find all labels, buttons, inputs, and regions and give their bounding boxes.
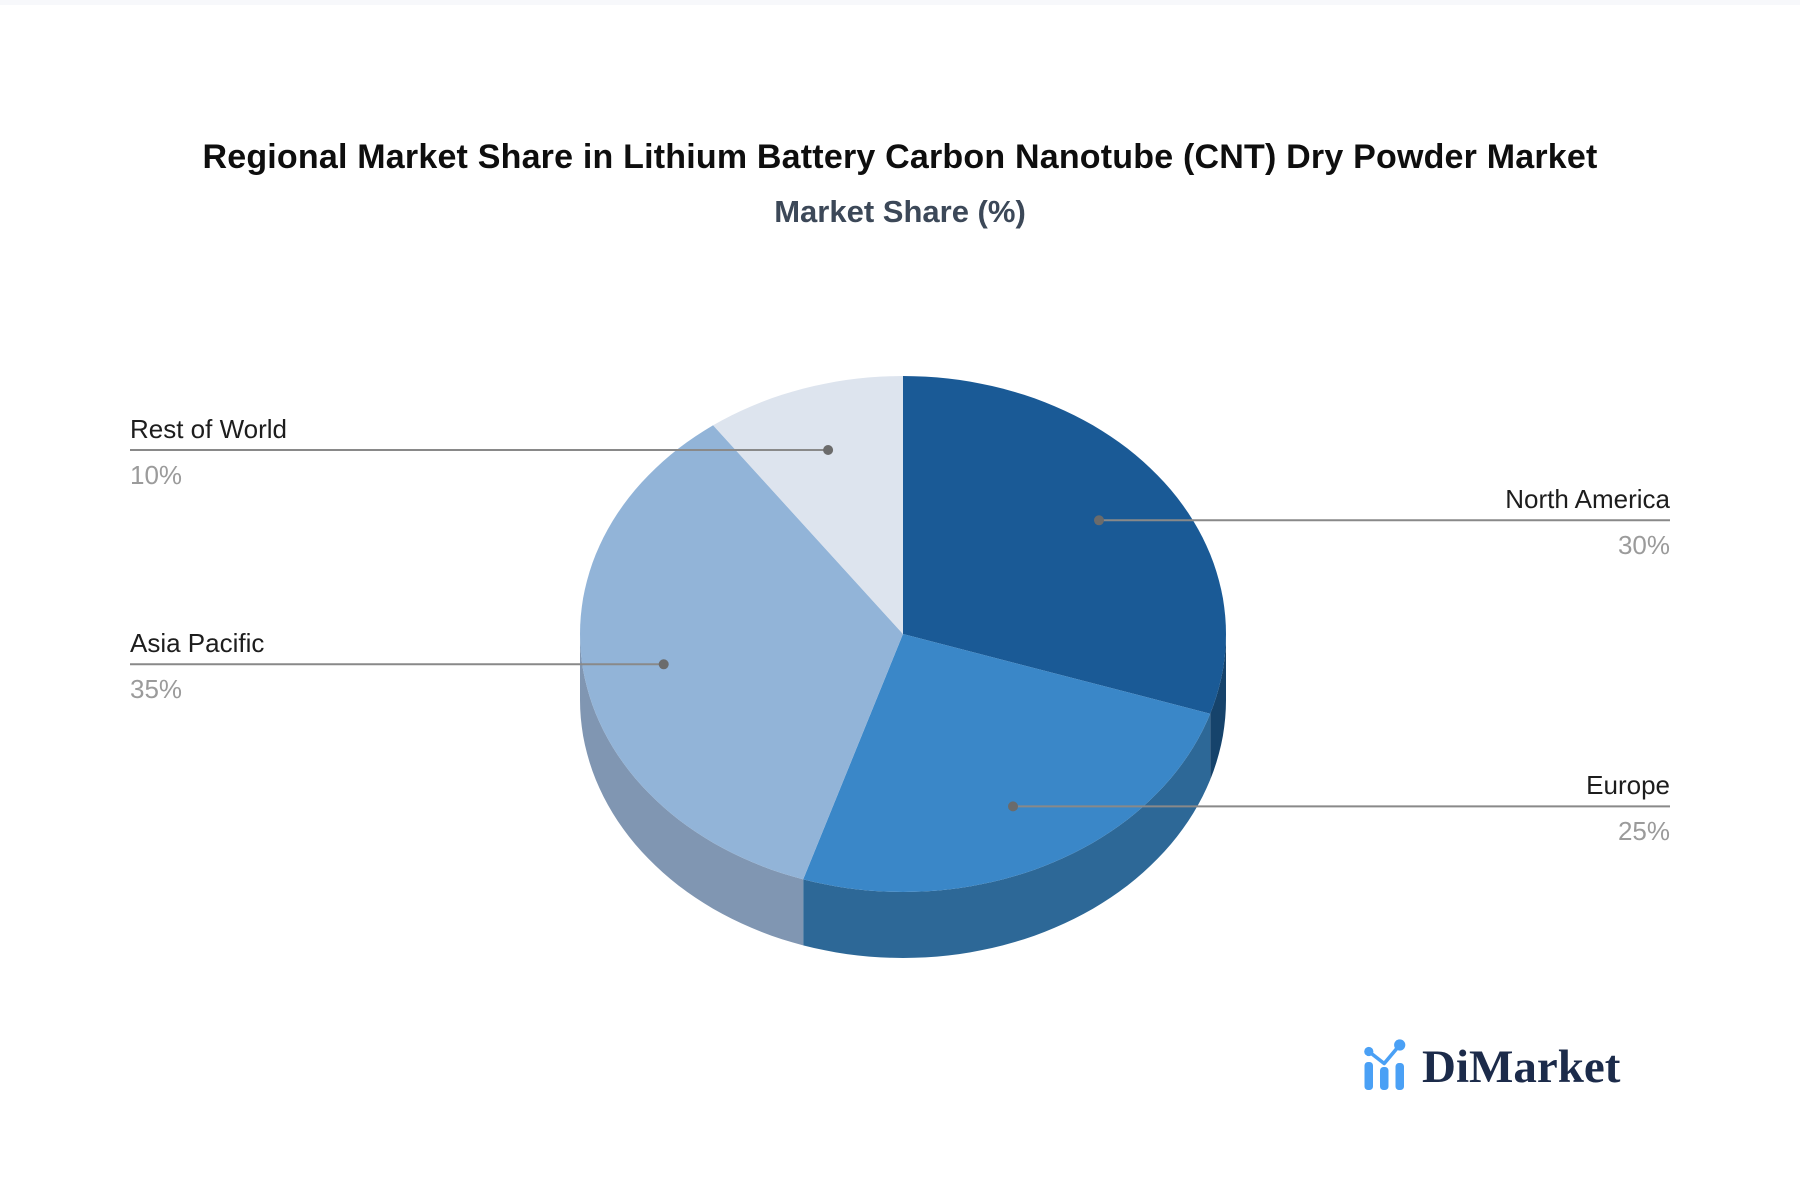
pie-slice-side-asia-pacific — [580, 634, 804, 946]
pie-slice-asia-pacific — [580, 425, 903, 880]
chart-subtitle: Market Share (%) — [774, 194, 1026, 229]
slice-label-rest-of-world: Rest of World 10% — [130, 412, 690, 492]
leader-dot-asia-pacific — [658, 659, 669, 670]
pie-slice-europe — [803, 634, 1211, 892]
chart-title: Regional Market Share in Lithium Battery… — [202, 138, 1598, 176]
bar-line-chart-icon — [1364, 1039, 1406, 1090]
slice-value-rest-of-world: 10% — [130, 460, 183, 490]
leader-dot-europe — [1008, 801, 1018, 812]
logo-text: DiMarket — [1422, 1041, 1621, 1093]
slice-label-north-america: North America 30% — [1110, 482, 1670, 562]
slice-label-asia-pacific: Asia Pacific 35% — [130, 626, 690, 706]
pie-slice-rest-of-world — [713, 376, 903, 634]
pie-slice-side-europe — [803, 713, 1211, 958]
pie-slice-side-north-america — [1210, 634, 1226, 780]
slice-label-europe: Europe 25% — [1110, 768, 1670, 848]
slice-value-europe: 25% — [1617, 816, 1670, 846]
slice-name-rest-of-world: Rest of World — [130, 414, 288, 444]
leader-dot-rest-of-world — [823, 445, 834, 455]
pie-slice-north-america — [903, 376, 1226, 714]
page-top-strip — [0, 0, 1800, 5]
slice-value-asia-pacific: 35% — [130, 674, 183, 704]
leader-dot-north-america — [1094, 515, 1104, 526]
slice-value-north-america: 30% — [1617, 530, 1670, 560]
slice-name-asia-pacific: Asia Pacific — [130, 628, 265, 658]
slice-name-europe: Europe — [1586, 770, 1670, 800]
dimarket-logo: DiMarket — [1364, 1034, 1620, 1092]
slice-name-north-america: North America — [1505, 484, 1670, 514]
